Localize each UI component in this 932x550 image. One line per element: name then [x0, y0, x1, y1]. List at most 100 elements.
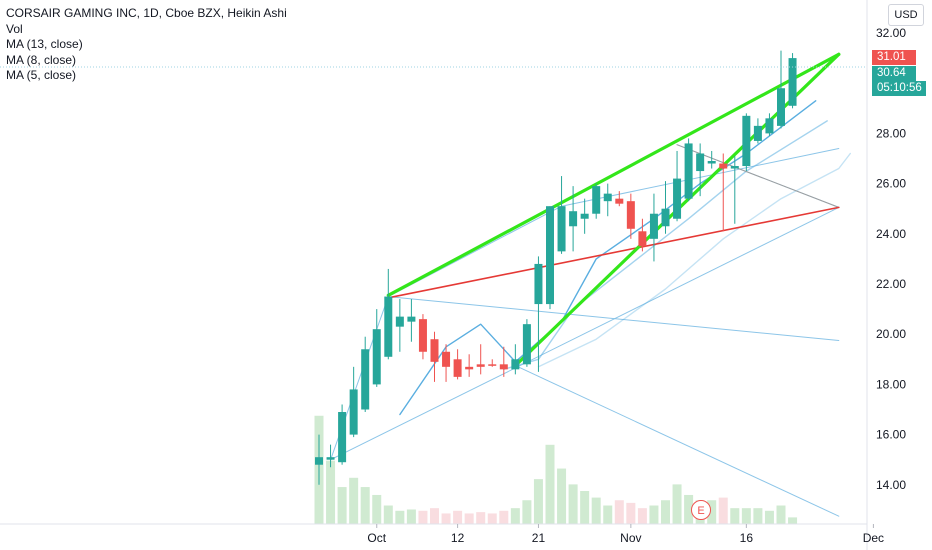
candle-body: [777, 88, 785, 126]
candle-body: [522, 324, 531, 365]
candle-body: [626, 201, 635, 229]
volume-bar: [626, 502, 636, 524]
volume-bar: [776, 505, 786, 524]
time-tick-label: Dec: [863, 531, 884, 545]
volume-bar: [591, 497, 601, 524]
volume-bar: [510, 508, 520, 524]
volume-bar: [533, 479, 543, 524]
volume-bar: [730, 508, 740, 524]
volume-bar: [406, 509, 416, 524]
candle-body: [696, 153, 705, 172]
candle-body: [580, 213, 589, 219]
candle-body: [534, 263, 543, 305]
candle-body: [649, 213, 658, 239]
candle-body: [615, 198, 624, 204]
currency-button[interactable]: USD: [888, 4, 924, 26]
candle-body: [418, 319, 427, 352]
bar-countdown-tag: 05:10:56: [872, 81, 926, 96]
volume-bar: [499, 510, 509, 524]
chart-legend: CORSAIR GAMING INC, 1D, Cboe BZX, Heikin…: [6, 6, 287, 84]
candle-body: [661, 208, 670, 227]
time-tick-label: 16: [740, 531, 754, 545]
candlesticks: [315, 50, 797, 485]
time-axis[interactable]: Oct 12 21 Nov 16 Dec: [367, 524, 884, 545]
price-tick-label: 26.00: [876, 177, 906, 191]
volume-bar: [545, 444, 555, 524]
earnings-marker[interactable]: E: [691, 500, 711, 520]
volume-bar: [522, 500, 532, 524]
volume-bar: [661, 500, 670, 524]
candle-body: [511, 359, 520, 370]
candle-body: [592, 186, 601, 214]
candle-body: [430, 339, 439, 362]
candle-body: [788, 58, 797, 106]
volume-bar: [614, 500, 624, 524]
fan-line: [330, 206, 840, 461]
price-axis[interactable]: 32.00 28.00 26.00 24.00 22.00 20.00 18.00 16.00…: [876, 26, 906, 492]
candle-body: [569, 211, 578, 227]
candle-body: [557, 206, 566, 252]
candle-body: [707, 161, 716, 164]
candle-body: [361, 349, 370, 410]
moving-average-line: [537, 152, 851, 368]
candle-body: [453, 359, 462, 377]
volume-bar: [360, 487, 370, 524]
symbol-title[interactable]: CORSAIR GAMING INC, 1D, Cboe BZX, Heikin…: [6, 6, 287, 20]
candle-body: [349, 389, 358, 435]
volume-bar: [603, 505, 613, 524]
volume-bar: [580, 491, 590, 524]
candle-body: [315, 457, 323, 465]
candle-body: [476, 364, 485, 367]
candle-body: [765, 118, 774, 134]
candle-body: [546, 206, 554, 305]
price-tick-label: 18.00: [876, 377, 906, 391]
volume-bar: [764, 510, 774, 524]
candle-body: [742, 115, 751, 167]
candle-body: [719, 163, 728, 169]
volume-bar: [476, 512, 486, 524]
red-trend-line: [387, 206, 840, 299]
volume-bar: [707, 500, 717, 524]
price-tick-label: 24.00: [876, 227, 906, 241]
candle-body: [395, 316, 404, 327]
candle-body: [442, 351, 451, 367]
candle-body: [488, 364, 497, 366]
wedge-upper-line: [386, 52, 841, 297]
volume-bar: [395, 510, 405, 524]
volume-bar: [453, 510, 463, 524]
close-price-tag: 30.64: [872, 66, 916, 81]
candle-body: [372, 329, 381, 385]
volume-bar: [372, 494, 382, 524]
candle-body: [673, 178, 682, 219]
ma13-indicator-label[interactable]: MA (13, close): [6, 37, 83, 51]
volume-bar: [430, 508, 439, 524]
volume-bar: [349, 477, 359, 524]
volume-bar: [684, 494, 694, 524]
fan-line: [330, 148, 840, 461]
candle-body: [638, 231, 647, 247]
time-tick-label: Oct: [367, 531, 386, 545]
price-tick-label: 20.00: [876, 327, 906, 341]
volume-bar: [637, 508, 647, 524]
volume-bar: [337, 487, 347, 524]
volume-bar: [672, 484, 682, 524]
candle-body: [384, 296, 393, 357]
volume-bar: [788, 517, 798, 524]
volume-bar: [464, 513, 474, 524]
candle-body: [338, 412, 347, 463]
volume-bar: [741, 508, 751, 524]
price-tick-label: 16.00: [876, 428, 906, 442]
volume-bar: [568, 484, 578, 524]
time-tick-label: 12: [451, 531, 465, 545]
candle-body: [499, 364, 508, 370]
price-tick-label: 22.00: [876, 277, 906, 291]
ma8-indicator-label[interactable]: MA (8, close): [6, 52, 77, 67]
candle-body: [603, 193, 612, 202]
price-tick-label: 32.00: [876, 26, 906, 40]
volume-bar: [418, 510, 428, 524]
candle-body: [684, 143, 693, 199]
ma5-indicator-label[interactable]: MA (5, close): [6, 68, 77, 82]
candle-body: [465, 366, 474, 370]
volume-indicator-label[interactable]: Vol: [6, 21, 23, 36]
volume-bar: [441, 513, 451, 524]
